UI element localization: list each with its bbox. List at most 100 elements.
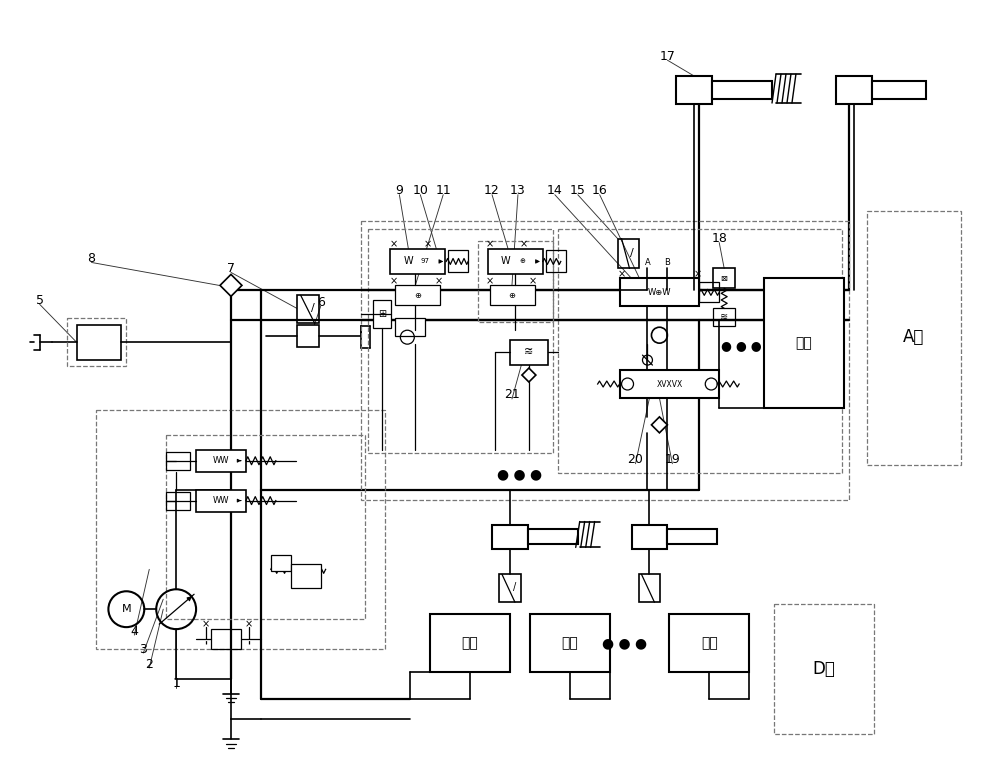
Text: XVXVX: XVXVX <box>656 380 683 388</box>
Text: ×: × <box>389 239 397 250</box>
Bar <box>676 76 712 104</box>
Text: 97: 97 <box>421 258 430 264</box>
Text: ×: × <box>618 270 626 280</box>
Text: ⊞: ⊞ <box>378 309 386 319</box>
Bar <box>669 614 749 672</box>
Bar <box>712 81 772 99</box>
Text: 16: 16 <box>592 184 608 197</box>
Text: A区: A区 <box>903 328 924 346</box>
Bar <box>448 250 468 273</box>
Text: ⊕: ⊕ <box>414 291 421 300</box>
Bar <box>297 295 319 323</box>
Polygon shape <box>651 417 667 432</box>
Bar <box>67 319 126 366</box>
Text: 21: 21 <box>504 388 520 401</box>
Bar <box>836 76 872 104</box>
Bar <box>620 278 699 306</box>
Text: WW: WW <box>213 456 229 465</box>
Text: 12: 12 <box>484 184 500 197</box>
Polygon shape <box>522 368 536 382</box>
Text: ● ● ●: ● ● ● <box>721 339 761 352</box>
Text: 11: 11 <box>435 184 451 197</box>
Text: ≋: ≋ <box>524 347 534 357</box>
Text: 阀组: 阀组 <box>796 336 812 350</box>
Bar <box>96 410 385 649</box>
Text: ×: × <box>245 619 253 629</box>
Text: D区: D区 <box>812 660 835 678</box>
Bar <box>395 319 425 336</box>
Bar <box>77 326 121 360</box>
Text: ● ● ●: ● ● ● <box>497 467 542 482</box>
Bar <box>713 268 735 288</box>
Text: 18: 18 <box>711 232 727 245</box>
Text: ×: × <box>423 239 431 250</box>
Text: ×: × <box>434 277 442 287</box>
Text: 1: 1 <box>172 677 180 691</box>
Bar <box>867 211 961 465</box>
Text: /: / <box>311 303 315 313</box>
Bar <box>368 229 553 453</box>
Text: ×: × <box>486 277 494 287</box>
Bar <box>632 525 667 549</box>
Text: 9: 9 <box>395 184 403 197</box>
Bar <box>618 239 639 268</box>
Text: B: B <box>664 258 670 267</box>
Bar <box>620 370 719 398</box>
Text: ×: × <box>520 239 528 250</box>
Text: 19: 19 <box>665 453 680 467</box>
Text: 3: 3 <box>139 642 147 656</box>
Text: 17: 17 <box>659 50 675 63</box>
Bar <box>166 491 190 509</box>
Text: 20: 20 <box>628 453 643 467</box>
Text: ×: × <box>529 277 537 287</box>
Bar <box>291 564 321 588</box>
Bar <box>546 250 566 273</box>
Text: ≋: ≋ <box>720 312 728 322</box>
Bar <box>390 249 445 274</box>
Text: WW: WW <box>213 496 229 505</box>
Text: W⊕W: W⊕W <box>648 288 671 297</box>
Text: 15: 15 <box>570 184 586 197</box>
Bar <box>510 340 548 365</box>
Text: 8: 8 <box>87 252 95 265</box>
Text: ×: × <box>486 239 494 250</box>
Text: ⊕: ⊕ <box>508 291 515 300</box>
Text: ×: × <box>202 619 210 629</box>
Text: 13: 13 <box>510 184 526 197</box>
Bar <box>196 490 246 512</box>
Bar <box>395 285 440 305</box>
Text: 阀组: 阀组 <box>561 636 578 650</box>
Text: M: M <box>122 604 131 615</box>
Bar <box>297 326 319 347</box>
Polygon shape <box>220 274 242 296</box>
Text: 14: 14 <box>547 184 563 197</box>
Text: A: A <box>645 258 650 267</box>
Bar <box>639 574 660 602</box>
Text: 5: 5 <box>36 294 44 307</box>
Text: ⊠: ⊠ <box>721 274 728 283</box>
Bar <box>166 435 365 619</box>
Bar <box>774 604 874 734</box>
Text: /: / <box>630 249 633 259</box>
Bar <box>361 221 849 500</box>
Text: 2: 2 <box>145 657 153 670</box>
Bar <box>499 574 521 602</box>
Bar <box>166 452 190 470</box>
Bar <box>373 301 391 329</box>
Text: 阀组: 阀组 <box>462 636 478 650</box>
Text: W: W <box>404 257 413 267</box>
Bar <box>211 629 241 649</box>
Text: ×: × <box>693 270 701 280</box>
Bar <box>196 449 246 472</box>
Text: /: / <box>513 582 517 592</box>
Bar <box>558 229 842 473</box>
Bar <box>478 240 553 322</box>
Bar <box>271 556 291 571</box>
Bar <box>667 529 717 544</box>
Text: ×: × <box>389 277 397 287</box>
Bar <box>530 614 610 672</box>
Text: ⊕: ⊕ <box>519 258 525 264</box>
Text: 7: 7 <box>227 262 235 275</box>
Text: W: W <box>501 257 511 267</box>
Bar <box>492 525 528 549</box>
